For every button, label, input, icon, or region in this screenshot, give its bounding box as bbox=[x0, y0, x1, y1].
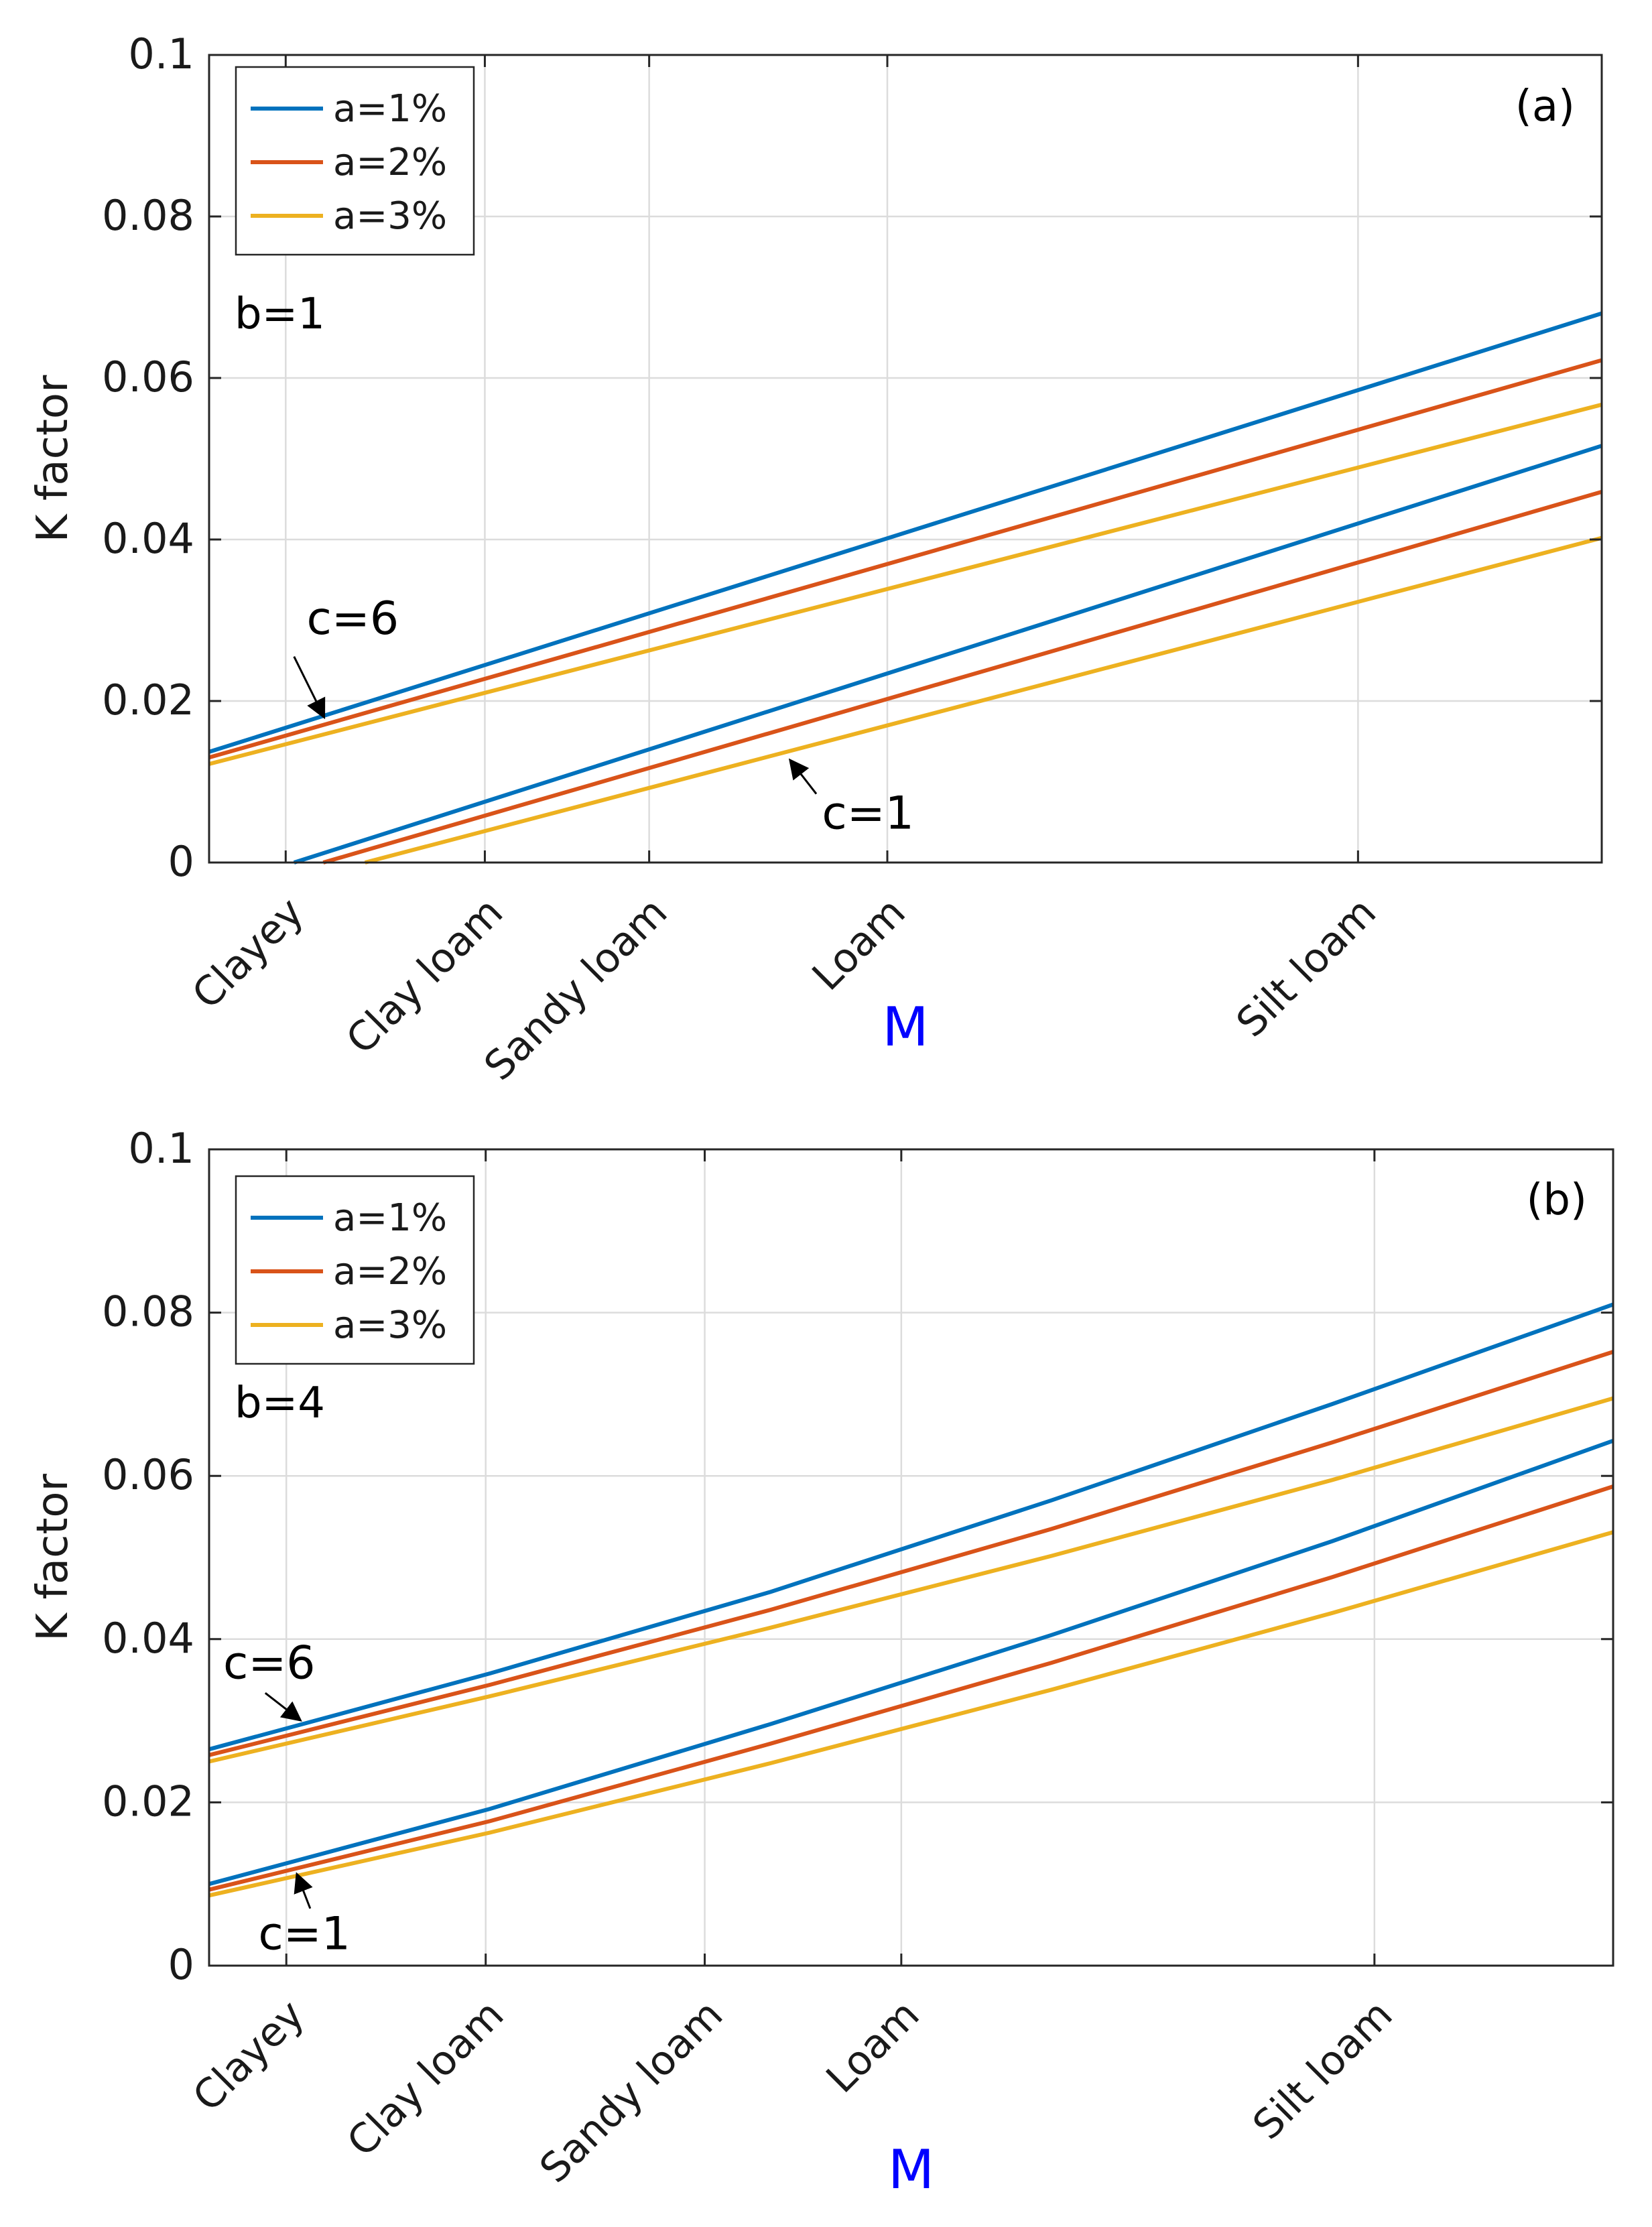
series-line-a-1pct-c1 bbox=[293, 444, 1602, 865]
chart-panel-b: 0 0.02 0.04 0.06 0.08 0.1 Clayey Clay loam Sandy… bbox=[28, 1124, 1614, 2201]
y-tick-label: 0 bbox=[168, 837, 194, 886]
x-axis-label: M bbox=[882, 996, 928, 1058]
series-line-a-2pct-c6 bbox=[208, 1350, 1614, 1757]
plot-frame bbox=[208, 54, 1603, 864]
y-tick-label: 0 bbox=[168, 1940, 194, 1989]
y-tick-label: 0.06 bbox=[102, 1450, 194, 1499]
series-line-a-1pct-c6 bbox=[208, 311, 1602, 754]
y-tick-label: 0.02 bbox=[102, 1777, 194, 1826]
legend-entry: a=2% bbox=[333, 141, 447, 184]
plot-frame bbox=[208, 1148, 1614, 1967]
annotation-arrow bbox=[788, 758, 818, 795]
series-line-a-2pct-c1 bbox=[322, 490, 1602, 865]
y-tick-label: 0.08 bbox=[102, 1287, 194, 1336]
x-category-label: Loam bbox=[804, 889, 915, 1000]
panel-label: (a) bbox=[1515, 82, 1575, 131]
x-category-label: Loam bbox=[818, 1991, 929, 2102]
b-parameter-label: b=4 bbox=[235, 1379, 325, 1428]
x-category-label: Clayey bbox=[184, 889, 313, 1018]
annotation-label: c=6 bbox=[306, 592, 399, 645]
x-category-label: Clay loam bbox=[337, 889, 512, 1064]
annotation-arrow bbox=[264, 1692, 302, 1722]
series-line-a-3pct-c6 bbox=[208, 1396, 1614, 1764]
y-tick-label: 0.06 bbox=[102, 353, 194, 401]
series-line-a-2pct-c6 bbox=[208, 358, 1602, 760]
b-parameter-label: b=1 bbox=[235, 290, 325, 339]
y-axis-label: K factor bbox=[28, 375, 78, 543]
y-axis-label: K factor bbox=[28, 1473, 78, 1641]
annotation-label: c=1 bbox=[258, 1908, 351, 1961]
y-tick-label: 0.04 bbox=[102, 1614, 194, 1663]
x-category-label: Clay loam bbox=[338, 1991, 513, 2166]
series-line-a-3pct-c1 bbox=[364, 535, 1602, 865]
legend-entry: a=3% bbox=[333, 194, 447, 238]
series-line-a-2pct-c1 bbox=[208, 1484, 1614, 1892]
legend-entry: a=1% bbox=[333, 87, 447, 131]
x-category-label: Clayey bbox=[184, 1991, 314, 2120]
x-axis-label: M bbox=[888, 2139, 934, 2201]
series-line-a-3pct-c1 bbox=[208, 1530, 1614, 1898]
series-line-a-3pct-c6 bbox=[208, 402, 1602, 766]
legend-entry: a=3% bbox=[333, 1303, 447, 1347]
annotation-label: c=1 bbox=[822, 787, 914, 840]
x-category-label: Silt loam bbox=[1244, 1991, 1401, 2149]
x-category-label: Silt loam bbox=[1228, 889, 1385, 1046]
legend-entry: a=2% bbox=[333, 1250, 447, 1293]
annotation-arrow bbox=[294, 1872, 313, 1909]
y-tick-label: 0.08 bbox=[102, 191, 194, 240]
legend-entry: a=1% bbox=[333, 1196, 447, 1240]
y-tick-label: 0.1 bbox=[128, 29, 194, 78]
y-tick-label: 0.04 bbox=[102, 514, 194, 563]
x-category-label: Sandy loam bbox=[531, 1991, 732, 2192]
series-line-a-1pct-c6 bbox=[208, 1302, 1614, 1752]
y-tick-label: 0.02 bbox=[102, 676, 194, 724]
annotation-arrow bbox=[293, 656, 326, 720]
panel-label: (b) bbox=[1526, 1175, 1587, 1225]
y-tick-label: 0.1 bbox=[128, 1124, 194, 1173]
series-line-a-1pct-c1 bbox=[208, 1438, 1614, 1887]
annotation-label: c=6 bbox=[223, 1637, 316, 1690]
